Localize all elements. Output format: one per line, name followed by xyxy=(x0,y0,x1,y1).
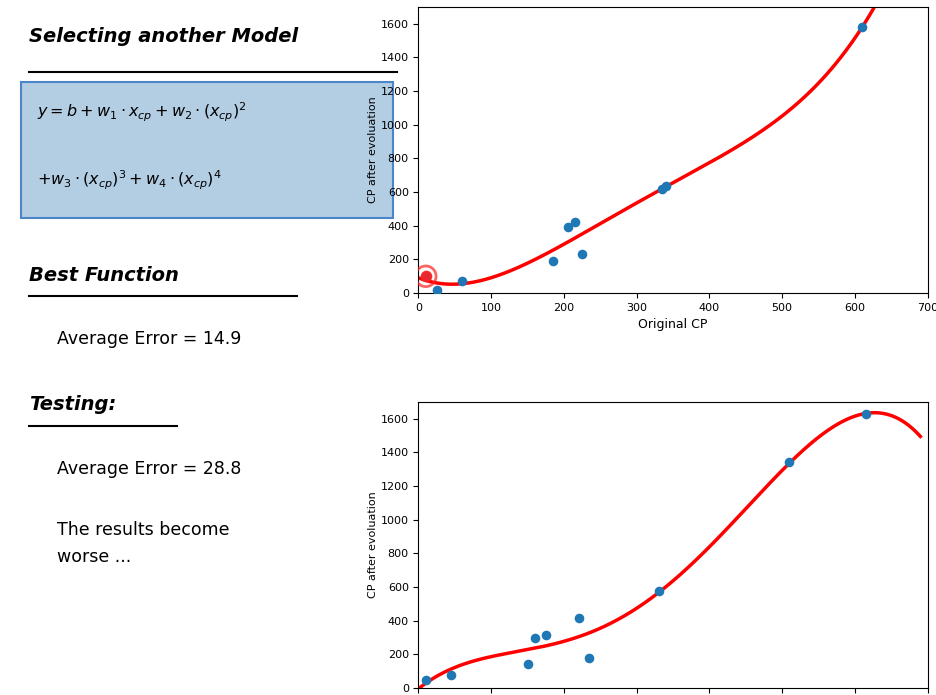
FancyBboxPatch shape xyxy=(22,82,393,218)
Point xyxy=(782,457,797,468)
Point xyxy=(574,249,589,260)
Point xyxy=(567,217,582,228)
Point xyxy=(429,284,444,295)
Point xyxy=(444,669,459,680)
Point xyxy=(519,658,534,669)
Point xyxy=(651,586,665,597)
Point xyxy=(537,630,552,641)
Point xyxy=(545,256,560,267)
X-axis label: Original CP: Original CP xyxy=(637,318,707,332)
Text: Best Function: Best Function xyxy=(29,265,179,285)
Text: $+ w_3 \cdot (x_{cp})^3 + w_4 \cdot (x_{cp})^4$: $+ w_3 \cdot (x_{cp})^3 + w_4 \cdot (x_{… xyxy=(37,169,222,193)
Point xyxy=(570,612,585,623)
Y-axis label: CP after evoluation: CP after evoluation xyxy=(368,491,377,598)
Point xyxy=(417,271,432,282)
Point xyxy=(417,674,432,685)
Point xyxy=(658,181,673,192)
Point xyxy=(654,183,669,195)
Point xyxy=(581,652,596,663)
Text: Average Error = 14.9: Average Error = 14.9 xyxy=(57,331,241,348)
Point xyxy=(560,222,575,233)
Point xyxy=(454,275,469,286)
Text: $y = b + w_1 \cdot x_{cp} + w_2 \cdot (x_{cp})^2$: $y = b + w_1 \cdot x_{cp} + w_2 \cdot (x… xyxy=(37,101,247,124)
Point xyxy=(527,633,542,644)
Point xyxy=(854,22,869,33)
Point xyxy=(417,271,432,282)
Text: Selecting another Model: Selecting another Model xyxy=(29,27,299,47)
Text: Average Error = 28.8: Average Error = 28.8 xyxy=(57,460,241,478)
Text: The results become
worse ...: The results become worse ... xyxy=(57,521,229,566)
Point xyxy=(857,408,872,419)
Text: Testing:: Testing: xyxy=(29,395,116,414)
Point xyxy=(417,271,432,282)
Y-axis label: CP after evoluation: CP after evoluation xyxy=(368,97,377,204)
